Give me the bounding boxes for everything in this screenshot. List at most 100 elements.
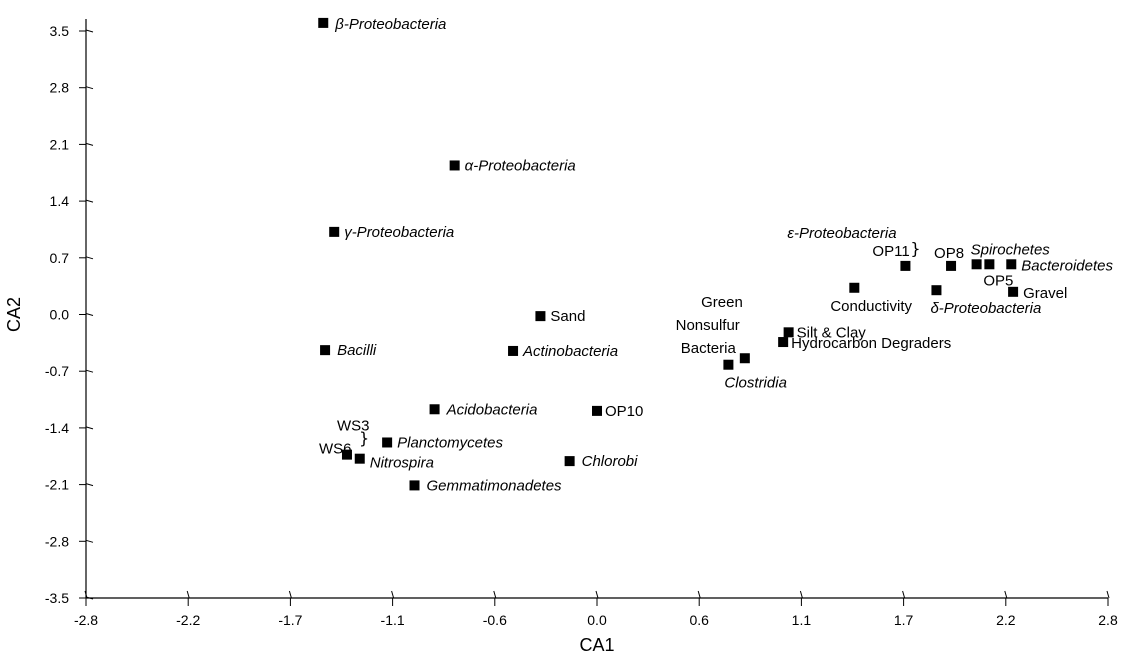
point-hydrocarbon-degraders [778, 337, 789, 348]
y-tick-label: 1.4 [50, 193, 70, 209]
x-tick-mark [697, 590, 701, 599]
y-tick-label: 2.1 [50, 136, 70, 152]
y-tick-label: 0.7 [50, 250, 70, 266]
x-tick-label: -0.6 [483, 612, 507, 628]
y-tick-mark [85, 426, 94, 430]
x-tick-mark [595, 590, 599, 599]
label-nitrospira: Nitrospira [370, 455, 434, 472]
y-tick-mark [85, 199, 94, 203]
label-gravel: Gravel [1023, 285, 1067, 302]
y-tick-label: 0.0 [50, 307, 70, 323]
y-tick-label: -2.8 [45, 533, 69, 549]
x-tick-mark [902, 590, 906, 599]
x-tick-mark [391, 590, 395, 599]
x-tick-label: 0.0 [587, 612, 607, 628]
point-gravel [1008, 286, 1019, 297]
x-tick-mark [1004, 590, 1008, 599]
x-tick-label: -2.8 [74, 612, 98, 628]
point-planctomycetes [382, 437, 393, 448]
x-tick-label: 0.6 [689, 612, 709, 628]
x-tick-label: -1.1 [381, 612, 405, 628]
label-hydrocarbon-degraders: Hydrocarbon Degraders [791, 335, 951, 352]
label-op5: OP5 [983, 272, 1013, 289]
label-op8: OP8 [934, 245, 964, 262]
y-tick-mark [85, 596, 94, 600]
x-tick-label: 2.8 [1098, 612, 1118, 628]
label-op11: OP11 [872, 243, 909, 260]
x-tick-mark [799, 590, 803, 599]
y-tick-label: -1.4 [45, 420, 69, 436]
point-labels: β-Proteobacteria α-Proteobacteria γ-Proteo… [319, 16, 1114, 495]
label-green-nonsulfur-bacteria-line: Nonsulfur [676, 317, 740, 334]
label-bacilli: Bacilli [337, 342, 377, 359]
label-conductivity: Conductivity [830, 298, 912, 315]
y-tick-mark [85, 256, 94, 260]
label-proteobacteria: β-Proteobacteria [334, 16, 446, 33]
label-green-nonsulfur-bacteria-line: Bacteria [681, 340, 737, 357]
point-actinobacteria [508, 345, 519, 356]
point-proteobacteria [329, 226, 340, 237]
x-tick-mark [288, 590, 292, 599]
y-tick-mark [85, 539, 94, 543]
point-op8 [946, 260, 957, 271]
point-op10 [592, 405, 602, 416]
point-nitrospira [354, 453, 365, 464]
y-tick-label: -0.7 [45, 363, 69, 379]
point-acidobacteria [429, 404, 440, 415]
y-tick-mark [85, 483, 94, 487]
point-ws3 [341, 449, 352, 460]
x-tick-label: 1.7 [894, 612, 914, 628]
point-silt-clay [783, 327, 794, 338]
y-axis-title: CA2 [4, 297, 24, 332]
point-proteobacteria [318, 17, 329, 28]
x-tick-mark [1106, 590, 1110, 599]
x-tick-mark [186, 590, 190, 599]
x-tick-label: -2.2 [176, 612, 200, 628]
label-silt-clay: Silt & Clay [797, 324, 867, 341]
x-tick-label: 1.1 [792, 612, 812, 628]
point-clostridia [723, 359, 734, 370]
label-proteobacteria: ε-Proteobacteria [787, 225, 896, 242]
point-bacteroidetes [1006, 259, 1017, 270]
label-proteobacteria: α-Proteobacteria [465, 157, 576, 174]
x-axis-title: CA1 [579, 635, 614, 655]
label-sand: Sand [550, 308, 585, 325]
y-tick-label: 3.5 [50, 23, 70, 39]
point-bacilli [320, 345, 331, 356]
label-chlorobi: Chlorobi [582, 453, 639, 470]
label-ws6: WS6 [319, 441, 352, 458]
point-spirochetes [971, 259, 982, 270]
label-clostridia: Clostridia [724, 375, 787, 392]
x-tick-label: -1.7 [278, 612, 302, 628]
point-proteobacteria [931, 285, 942, 296]
y-tick-label: -2.1 [45, 477, 69, 493]
y-tick-mark [85, 369, 94, 373]
label-spirochetes: Spirochetes [971, 241, 1051, 258]
label-proteobacteria: δ-Proteobacteria [930, 300, 1041, 317]
label-op10: OP10 [605, 403, 643, 420]
label-acidobacteria: Acidobacteria [446, 401, 538, 418]
point-chlorobi [564, 456, 575, 467]
label-planctomycetes: Planctomycetes [397, 434, 503, 451]
y-tick-label: 2.8 [50, 80, 70, 96]
point-green-nonsulfur-bacteria [739, 353, 750, 364]
point-op5 [984, 259, 995, 270]
x-tick-mark [493, 590, 497, 599]
label-proteobacteria: γ-Proteobacteria [344, 224, 454, 241]
point-conductivity [849, 282, 860, 293]
point-gemmatimonadetes [409, 480, 420, 491]
point-sand [535, 311, 546, 322]
brace-mark: } [359, 429, 369, 448]
brace-mark: } [910, 239, 920, 258]
label-actinobacteria: Actinobacteria [522, 343, 618, 360]
y-tick-mark [85, 142, 94, 146]
axes: -2.8 -2.2 -1.7 -1.1 -0.6 0.0 0.6 1.1 1.7 2.2 2.8 3.… [4, 19, 1118, 655]
y-tick-label: -3.5 [45, 590, 69, 606]
y-tick-mark [85, 29, 94, 33]
data-points [318, 17, 1019, 491]
y-tick-mark [85, 313, 94, 316]
x-tick-label: 2.2 [996, 612, 1016, 628]
label-ws3: WS3 [337, 418, 370, 435]
point-proteobacteria [449, 160, 460, 171]
